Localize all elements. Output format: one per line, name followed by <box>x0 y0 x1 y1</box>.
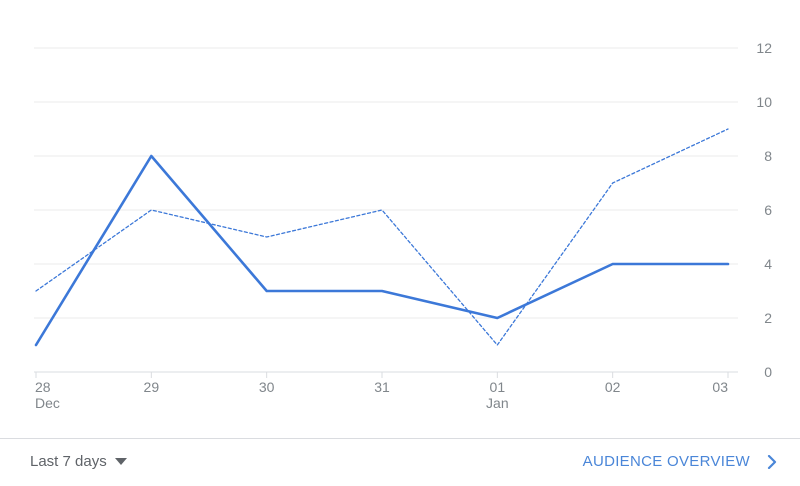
x-tick-label: 30 <box>259 379 275 395</box>
series-line-solid <box>34 154 730 347</box>
x-tick-label: 01 <box>490 379 506 395</box>
x-tick-label: 02 <box>605 379 621 395</box>
series-lines <box>34 128 730 347</box>
audience-overview-label: AUDIENCE OVERVIEW <box>582 453 750 470</box>
audience-overview-link[interactable]: AUDIENCE OVERVIEW <box>583 453 778 470</box>
y-axis: 0 2 4 6 8 10 12 <box>756 40 772 380</box>
series-line-dotted <box>35 128 729 346</box>
y-tick-label: 10 <box>756 94 772 110</box>
y-tick-label: 4 <box>764 256 772 272</box>
gridlines <box>34 47 738 373</box>
x-tick-label: 28 <box>35 379 51 395</box>
x-tick-label: 29 <box>144 379 160 395</box>
x-tick-label: 03 <box>712 379 728 395</box>
y-tick-label: 6 <box>764 202 772 218</box>
date-range-label: Last 7 days <box>30 453 107 470</box>
y-tick-label: 8 <box>764 148 772 164</box>
card-footer: Last 7 days AUDIENCE OVERVIEW <box>0 438 800 486</box>
y-tick-label: 2 <box>764 310 772 326</box>
x-tick-label: 31 <box>374 379 390 395</box>
x-tick-sublabel: Dec <box>35 395 60 411</box>
date-range-dropdown[interactable]: Last 7 days <box>30 453 127 470</box>
x-tick-sublabel: Jan <box>486 395 509 411</box>
y-tick-label: 0 <box>764 364 772 380</box>
chevron-right-icon <box>767 454 777 469</box>
caret-down-icon <box>114 458 127 465</box>
y-tick-label: 12 <box>756 40 772 56</box>
